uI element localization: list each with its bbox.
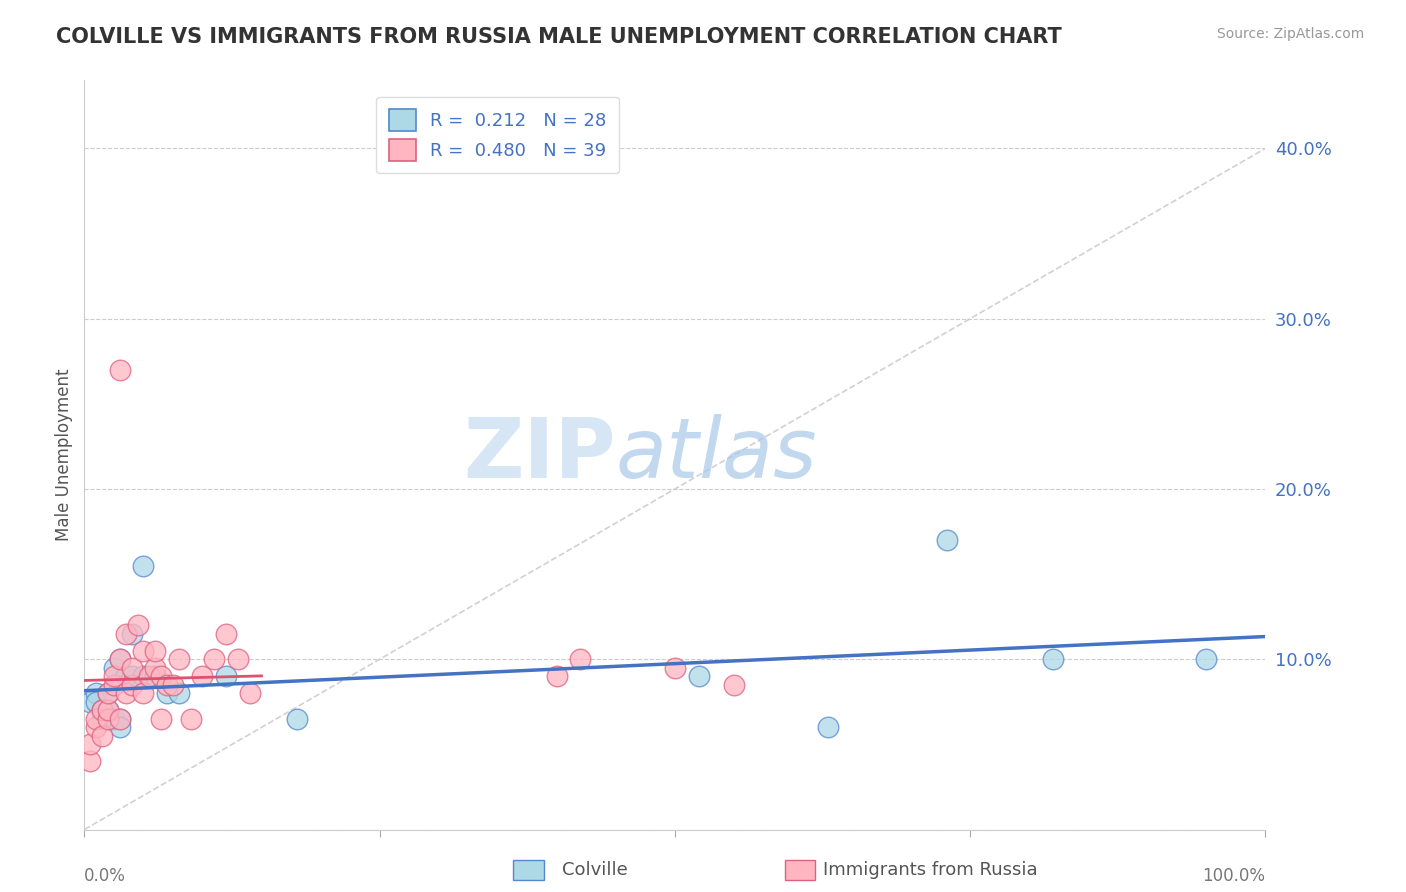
Text: Immigrants from Russia: Immigrants from Russia	[823, 861, 1038, 879]
Point	[546, 669, 568, 683]
Point	[103, 678, 125, 692]
Text: 100.0%: 100.0%	[1202, 867, 1265, 885]
Point	[664, 661, 686, 675]
Point	[108, 363, 131, 377]
Point	[114, 626, 136, 640]
Point	[108, 712, 131, 726]
Point	[127, 618, 149, 632]
Point	[108, 720, 131, 734]
Point	[79, 738, 101, 752]
Point	[1195, 652, 1218, 666]
Point	[121, 669, 143, 683]
Text: COLVILLE VS IMMIGRANTS FROM RUSSIA MALE UNEMPLOYMENT CORRELATION CHART: COLVILLE VS IMMIGRANTS FROM RUSSIA MALE …	[56, 27, 1062, 46]
Point	[132, 669, 155, 683]
Point	[79, 695, 101, 709]
Point	[114, 686, 136, 700]
Point	[143, 661, 166, 675]
Point	[108, 652, 131, 666]
Point	[84, 712, 107, 726]
Text: ZIP: ZIP	[464, 415, 616, 495]
Point	[688, 669, 710, 683]
Text: Source: ZipAtlas.com: Source: ZipAtlas.com	[1216, 27, 1364, 41]
Point	[817, 720, 839, 734]
Point	[91, 703, 114, 717]
Point	[156, 686, 179, 700]
Point	[132, 686, 155, 700]
Point	[215, 626, 238, 640]
Point	[97, 703, 120, 717]
Point	[108, 652, 131, 666]
Point	[84, 686, 107, 700]
Point	[108, 712, 131, 726]
Point	[935, 533, 957, 547]
Point	[103, 669, 125, 683]
Point	[239, 686, 262, 700]
Point	[202, 652, 225, 666]
Point	[103, 712, 125, 726]
Point	[162, 678, 184, 692]
Point	[143, 669, 166, 683]
Point	[97, 712, 120, 726]
Point	[191, 669, 214, 683]
Point	[226, 652, 249, 666]
Point	[723, 678, 745, 692]
Point	[84, 720, 107, 734]
Point	[121, 626, 143, 640]
Point	[150, 669, 173, 683]
Point	[167, 686, 190, 700]
Text: 0.0%: 0.0%	[84, 867, 127, 885]
Point	[569, 652, 592, 666]
Point	[114, 669, 136, 683]
Point	[132, 644, 155, 658]
Point	[156, 678, 179, 692]
Point	[103, 661, 125, 675]
Y-axis label: Male Unemployment: Male Unemployment	[55, 368, 73, 541]
Point	[121, 678, 143, 692]
Point	[132, 558, 155, 573]
Point	[180, 712, 202, 726]
Point	[121, 661, 143, 675]
Point	[97, 686, 120, 700]
Text: Colville: Colville	[562, 861, 628, 879]
Point	[79, 755, 101, 769]
Point	[91, 703, 114, 717]
Point	[84, 695, 107, 709]
Point	[167, 652, 190, 666]
Point	[91, 712, 114, 726]
Point	[1042, 652, 1064, 666]
Point	[150, 712, 173, 726]
Text: atlas: atlas	[616, 415, 817, 495]
Point	[97, 686, 120, 700]
Point	[91, 729, 114, 743]
Point	[143, 644, 166, 658]
Point	[97, 703, 120, 717]
Point	[285, 712, 308, 726]
Point	[97, 712, 120, 726]
Legend: R =  0.212   N = 28, R =  0.480   N = 39: R = 0.212 N = 28, R = 0.480 N = 39	[377, 97, 619, 173]
Point	[215, 669, 238, 683]
Point	[138, 669, 160, 683]
